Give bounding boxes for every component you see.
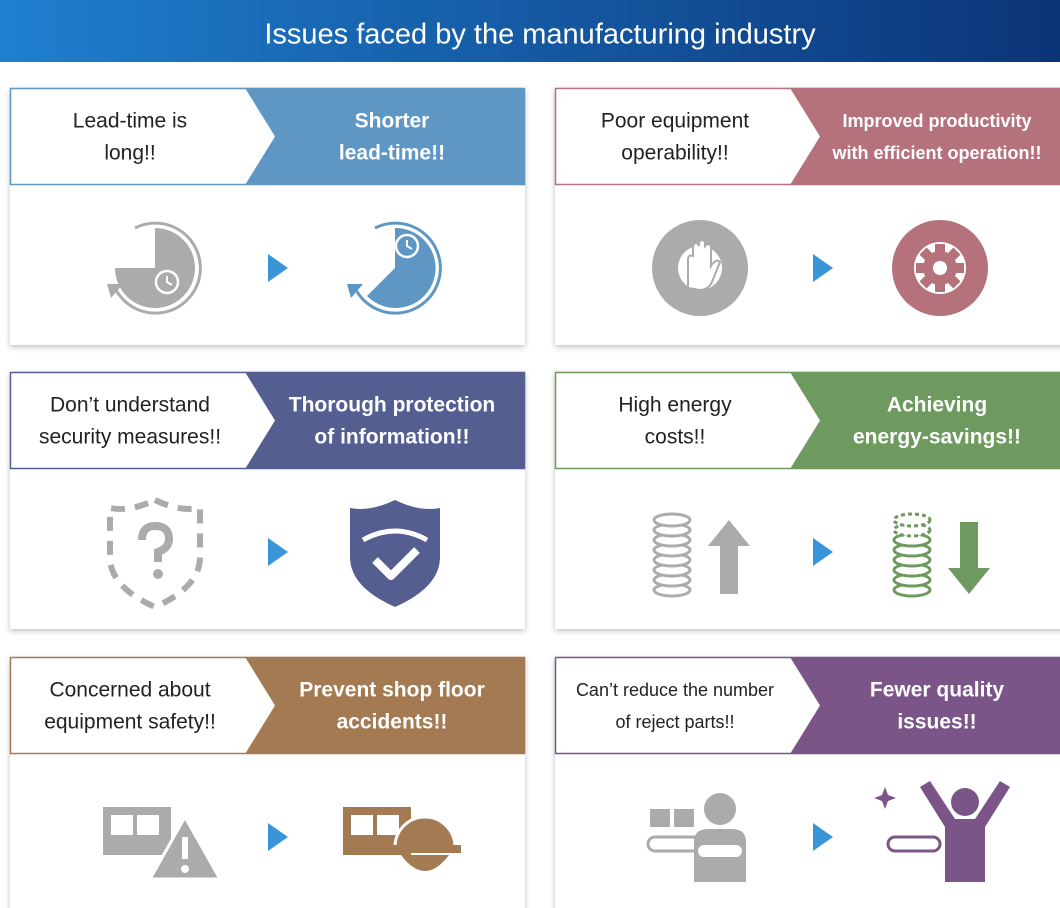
- solution-text: energy-savings!!: [853, 426, 1021, 449]
- machine-window: [111, 815, 133, 835]
- reject-box: [650, 809, 670, 827]
- after-icon: [892, 220, 988, 316]
- problem-text: Concerned about: [49, 679, 210, 702]
- machine-window: [377, 815, 399, 835]
- solution-text: accidents!!: [337, 711, 448, 734]
- issue-card: Don’t understand security measures!! Thoro…: [10, 372, 525, 629]
- problem-text: operability!!: [621, 142, 728, 165]
- solution-text: with efficient operation!!: [832, 143, 1042, 163]
- head: [951, 788, 979, 816]
- solution-banner: [245, 657, 525, 754]
- problem-text: long!!: [104, 142, 155, 165]
- page-title: Issues faced by the manufacturing indust…: [264, 19, 816, 51]
- solution-banner: [790, 657, 1060, 754]
- solution-text: Thorough protection: [289, 394, 495, 417]
- issue-card: High energy costs!! Achieving energy-saving…: [555, 372, 1060, 629]
- problem-text: High energy: [618, 394, 732, 417]
- warning-dot: [181, 865, 189, 873]
- machine-window: [351, 815, 373, 835]
- machine-window: [137, 815, 159, 835]
- solution-banner: [245, 88, 525, 185]
- problem-text: of reject parts!!: [615, 712, 734, 732]
- head: [704, 793, 736, 825]
- problem-text: security measures!!: [39, 426, 221, 449]
- helmet-brim: [389, 845, 461, 853]
- solution-text: Shorter: [355, 110, 430, 133]
- solution-text: Achieving: [887, 394, 987, 417]
- solution-banner: [790, 88, 1060, 185]
- issue-card: Poor equipment operability!! Improved prod…: [555, 88, 1060, 345]
- coin: [894, 514, 930, 526]
- problem-text: Lead-time is: [73, 110, 187, 133]
- coin: [654, 514, 690, 526]
- problem-text: Don’t understand: [50, 394, 210, 417]
- solution-text: issues!!: [897, 711, 976, 734]
- gear-hole: [933, 261, 947, 275]
- issue-card: Can’t reduce the number of reject parts!!…: [555, 657, 1060, 908]
- issue-card: Concerned about equipment safety!! Prevent…: [10, 657, 525, 908]
- page: Issues faced by the manufacturing indust…: [0, 0, 1060, 908]
- solution-text: Fewer quality: [870, 679, 1005, 702]
- crossed-arms: [698, 845, 742, 857]
- issue-card: Lead-time is long!! Shorter lead-time!!: [10, 88, 525, 345]
- solution-text: of information!!: [314, 426, 469, 449]
- solution-text: Improved productivity: [842, 111, 1031, 131]
- problem-text: Can’t reduce the number: [576, 680, 774, 700]
- problem-text: costs!!: [645, 426, 706, 449]
- problem-text: Poor equipment: [601, 110, 749, 133]
- problem-text: equipment safety!!: [44, 711, 216, 734]
- infographic: Issues faced by the manufacturing indust…: [0, 0, 1060, 908]
- solution-banner: [790, 372, 1060, 469]
- solution-text: Prevent shop floor: [299, 679, 485, 702]
- question-dot: [153, 569, 163, 579]
- warning-bar: [182, 837, 188, 859]
- solution-banner: [245, 372, 525, 469]
- reject-box: [674, 809, 694, 827]
- solution-text: lead-time!!: [339, 142, 445, 165]
- cards: Lead-time is long!! Shorter lead-time!! Poor…: [10, 88, 1060, 908]
